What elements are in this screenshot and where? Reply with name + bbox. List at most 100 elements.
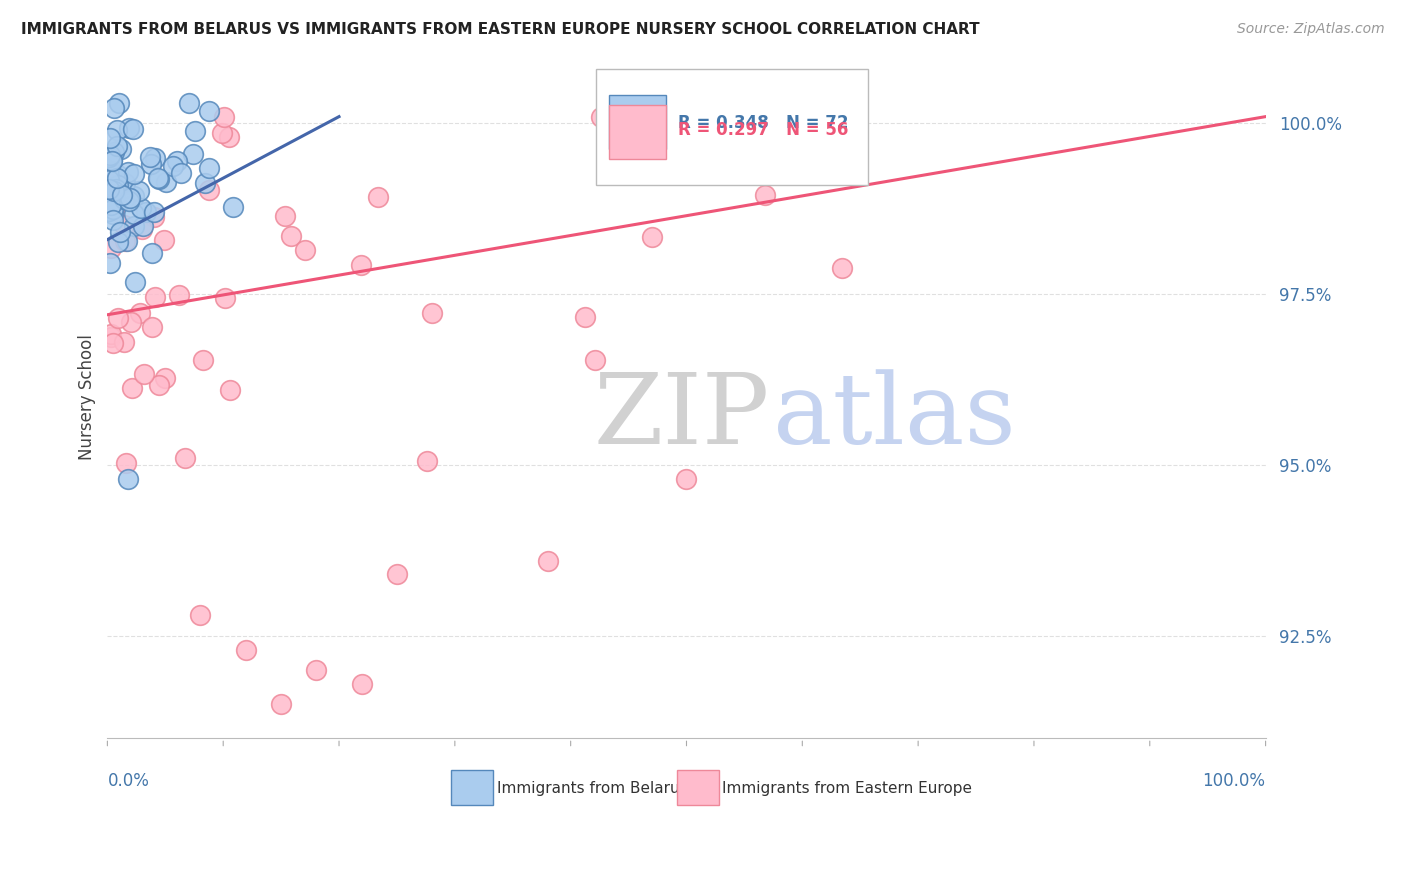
Point	[416, 454, 439, 468]
Point	[110, 142, 132, 156]
Point	[212, 110, 235, 124]
Point	[148, 172, 170, 186]
Point	[98, 202, 121, 217]
Text: R = 0.348   N = 72: R = 0.348 N = 72	[678, 114, 849, 132]
Point	[103, 145, 125, 159]
Point	[112, 192, 135, 206]
Text: R = 0.297   N = 56: R = 0.297 N = 56	[678, 121, 849, 139]
Text: 100.0%: 100.0%	[1202, 772, 1265, 790]
FancyBboxPatch shape	[609, 105, 665, 159]
Point	[790, 121, 813, 136]
Point	[754, 187, 776, 202]
Point	[222, 201, 245, 215]
Point	[117, 194, 139, 209]
Point	[218, 383, 240, 397]
Point	[194, 176, 217, 190]
Point	[122, 167, 145, 181]
Point	[162, 159, 184, 173]
Point	[808, 128, 831, 143]
Point	[101, 153, 124, 168]
Point	[105, 170, 128, 185]
Point	[100, 242, 122, 256]
Point	[124, 207, 146, 221]
Point	[117, 472, 139, 486]
Point	[103, 180, 125, 194]
Point	[120, 191, 142, 205]
Text: 0.0%: 0.0%	[107, 772, 149, 790]
Point	[583, 353, 606, 368]
Point	[121, 381, 143, 395]
Point	[589, 110, 612, 124]
Point	[367, 189, 389, 203]
Point	[101, 146, 124, 161]
Point	[105, 139, 128, 153]
Point	[198, 103, 221, 118]
Point	[117, 165, 139, 179]
Point	[188, 608, 211, 623]
Point	[97, 203, 120, 218]
Point	[536, 554, 558, 568]
Point	[101, 336, 124, 351]
Text: ZIP: ZIP	[593, 369, 770, 465]
Point	[100, 327, 122, 342]
Text: Immigrants from Belarus: Immigrants from Belarus	[496, 780, 688, 796]
Text: atlas: atlas	[773, 369, 1017, 465]
Point	[155, 175, 177, 189]
Point	[139, 150, 162, 164]
Point	[131, 222, 153, 236]
Point	[350, 258, 373, 272]
Point	[420, 306, 443, 320]
Point	[122, 188, 145, 202]
Point	[139, 157, 162, 171]
Point	[124, 275, 146, 289]
Point	[675, 472, 697, 486]
Point	[112, 334, 135, 349]
Point	[134, 367, 156, 381]
Point	[122, 219, 145, 233]
Text: Source: ZipAtlas.com: Source: ZipAtlas.com	[1237, 22, 1385, 37]
Point	[143, 205, 166, 219]
Point	[103, 101, 125, 115]
Point	[734, 110, 756, 124]
Point	[115, 456, 138, 470]
Point	[128, 184, 150, 198]
Point	[108, 225, 131, 239]
Point	[831, 261, 853, 276]
Point	[134, 205, 156, 219]
Point	[103, 174, 125, 188]
Point	[132, 219, 155, 234]
Point	[305, 663, 328, 677]
Point	[143, 290, 166, 304]
Point	[101, 202, 124, 216]
Point	[166, 154, 188, 169]
Point	[118, 120, 141, 135]
Point	[641, 230, 664, 244]
Point	[148, 378, 170, 392]
Point	[270, 697, 292, 711]
Point	[177, 95, 200, 110]
Point	[574, 310, 596, 324]
Point	[174, 451, 197, 466]
Point	[111, 187, 134, 202]
Point	[101, 170, 124, 185]
Point	[115, 234, 138, 248]
Point	[98, 147, 121, 161]
Point	[120, 314, 142, 328]
Point	[218, 130, 240, 145]
Point	[100, 153, 122, 167]
Point	[197, 161, 219, 175]
Point	[98, 150, 121, 164]
Point	[191, 353, 214, 368]
Point	[183, 124, 205, 138]
Point	[198, 183, 221, 197]
Point	[129, 202, 152, 216]
Point	[105, 178, 128, 193]
Point	[112, 218, 135, 232]
Point	[211, 126, 233, 140]
Point	[103, 207, 125, 221]
Point	[98, 256, 121, 270]
Point	[235, 642, 257, 657]
Point	[170, 166, 193, 180]
Point	[100, 330, 122, 344]
Point	[122, 121, 145, 136]
